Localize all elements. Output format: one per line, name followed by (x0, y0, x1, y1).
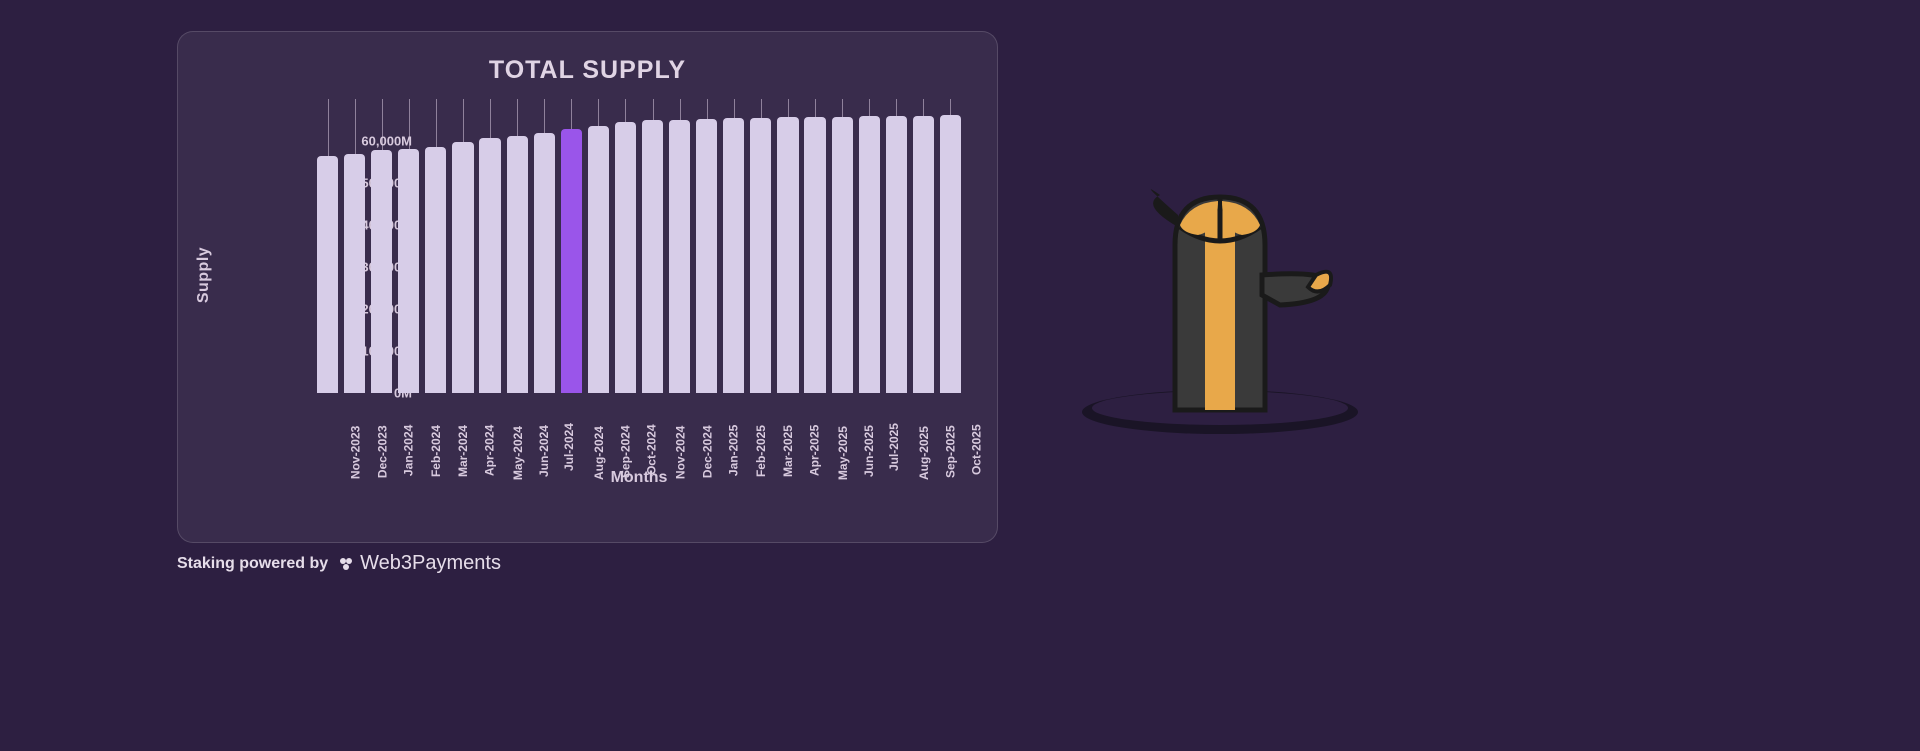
grid-tick (382, 99, 383, 150)
grid-tick (653, 99, 654, 120)
chart-plot-area: 0M10,000M20,000M30,000M40,000M50,000M60,… (314, 99, 964, 393)
grid-tick (625, 99, 626, 122)
grid-tick (950, 99, 951, 115)
grid-tick (761, 99, 762, 118)
grid-tick (490, 99, 491, 138)
chart-bar[interactable] (832, 117, 853, 393)
chart-bar[interactable] (615, 122, 636, 393)
chart-bar[interactable] (344, 154, 365, 393)
grid-tick (355, 99, 356, 154)
chart-bar[interactable] (696, 119, 717, 393)
chart-bar[interactable] (534, 133, 555, 393)
chart-bar[interactable] (507, 136, 528, 393)
chart-bar[interactable] (669, 120, 690, 393)
chart-bar[interactable] (642, 120, 663, 393)
chart-title: TOTAL SUPPLY (206, 56, 969, 85)
chart-bar[interactable] (561, 129, 582, 393)
grid-tick (815, 99, 816, 117)
grid-tick (680, 99, 681, 120)
grid-tick (436, 99, 437, 147)
footer: Staking powered by Web3Payments (177, 552, 501, 575)
grid-tick (707, 99, 708, 119)
grid-tick (463, 99, 464, 142)
chart-bar[interactable] (804, 117, 825, 393)
chart-bar[interactable] (479, 138, 500, 393)
chart-bar[interactable] (452, 142, 473, 393)
grid-tick (869, 99, 870, 116)
grid-tick (544, 99, 545, 133)
chart-bar[interactable] (398, 149, 419, 393)
chart-bar[interactable] (425, 147, 446, 393)
chart-bar[interactable] (886, 116, 907, 393)
grid-tick (598, 99, 599, 126)
grid-tick (409, 99, 410, 149)
chart-bar[interactable] (317, 156, 338, 393)
chart-bar[interactable] (588, 126, 609, 393)
grid-tick (517, 99, 518, 136)
chart-bar[interactable] (750, 118, 771, 393)
x-tick-label: Jul-2024 (562, 423, 576, 471)
grid-tick (896, 99, 897, 116)
grid-tick (734, 99, 735, 118)
chart-bar[interactable] (777, 117, 798, 393)
x-tick-label: Oct-2025 (970, 424, 984, 475)
brand-logo-icon (338, 556, 354, 572)
chart-bar[interactable] (723, 118, 744, 393)
footer-brand[interactable]: Web3Payments (338, 552, 501, 575)
chart-bar[interactable] (371, 150, 392, 393)
grid-tick (842, 99, 843, 117)
x-axis-title: Months (314, 469, 964, 487)
grid-tick (923, 99, 924, 116)
grid-tick (788, 99, 789, 117)
character-illustration (1080, 185, 1360, 435)
y-tick-label: 60,000M (361, 134, 412, 149)
y-axis-title: Supply (195, 247, 213, 303)
footer-brand-text: Web3Payments (360, 552, 501, 575)
chart-panel: TOTAL SUPPLY Supply 0M10,000M20,000M30,0… (177, 31, 998, 543)
x-tick-label: Jul-2025 (887, 423, 901, 471)
x-tick-label: Oct-2024 (645, 424, 659, 475)
footer-label: Staking powered by (177, 555, 328, 573)
chart-bar[interactable] (940, 115, 961, 393)
chart-bar[interactable] (913, 116, 934, 393)
chart-body: Supply 0M10,000M20,000M30,000M40,000M50,… (206, 99, 969, 491)
grid-tick (571, 99, 572, 129)
grid-tick (328, 99, 329, 156)
chart-bar[interactable] (859, 116, 880, 393)
